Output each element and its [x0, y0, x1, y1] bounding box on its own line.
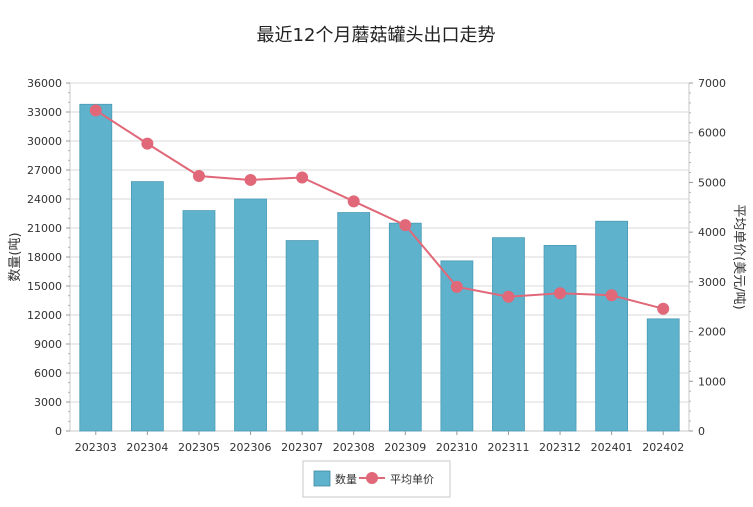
- x-tick-label: 202310: [436, 441, 478, 454]
- right-tick-label: 1000: [698, 375, 726, 388]
- x-tick-label: 202304: [126, 441, 168, 454]
- left-tick-label: 30000: [27, 135, 62, 148]
- x-tick-label: 202308: [333, 441, 375, 454]
- x-tick-label: 202309: [384, 441, 426, 454]
- bar-202306: [234, 198, 267, 432]
- price-point-202308: [347, 195, 360, 208]
- price-point-202304: [141, 137, 154, 150]
- chart-title: 最近12个月蘑菇罐头出口走势: [257, 25, 496, 46]
- bar-202308: [337, 212, 371, 432]
- legend-label-quantity: 数量: [335, 473, 357, 486]
- left-tick-label: 21000: [27, 222, 62, 235]
- line-series: [89, 104, 670, 315]
- right-tick-label: 6000: [698, 127, 726, 140]
- left-tick-label: 3000: [34, 396, 62, 409]
- right-axis-ticks: 0 1000 2000 3000 4000 5000 6000 7000: [689, 77, 726, 438]
- bar-series: [79, 103, 680, 432]
- x-tick-label: 202311: [487, 441, 529, 454]
- right-tick-label: 7000: [698, 77, 726, 90]
- price-point-202402: [657, 302, 670, 315]
- x-tick-label: 202401: [591, 441, 633, 454]
- x-tick-label: 202303: [75, 441, 117, 454]
- price-line: [95, 109, 664, 310]
- price-point-202307: [296, 171, 309, 184]
- left-tick-label: 6000: [34, 367, 62, 380]
- legend-label-price: 平均单价: [390, 473, 434, 486]
- left-tick-label: 33000: [27, 106, 62, 119]
- price-point-202305: [192, 169, 205, 182]
- legend-swatch-bar: [313, 470, 331, 487]
- left-tick-label: 36000: [27, 77, 62, 90]
- price-point-202306: [244, 173, 257, 186]
- x-tick-label: 202312: [539, 441, 581, 454]
- left-tick-label: 18000: [27, 251, 62, 264]
- left-tick-label: 0: [55, 425, 62, 438]
- right-tick-label: 5000: [698, 176, 726, 189]
- bar-202402: [646, 318, 680, 432]
- x-tick-label: 202305: [178, 441, 220, 454]
- bar-202307: [285, 240, 319, 432]
- x-tick-label: 202402: [642, 441, 684, 454]
- bar-202309: [388, 222, 422, 432]
- right-axis-title: 平均单价(美元/吨): [731, 204, 746, 310]
- left-tick-label: 15000: [27, 280, 62, 293]
- right-tick-label: 3000: [698, 276, 726, 289]
- bar-202312: [543, 244, 577, 432]
- left-tick-label: 12000: [27, 309, 62, 322]
- x-tick-label: 202307: [281, 441, 323, 454]
- price-point-202312: [554, 287, 567, 300]
- price-point-202309: [399, 219, 412, 232]
- x-tick-label: 202306: [230, 441, 272, 454]
- left-tick-label: 24000: [27, 193, 62, 206]
- bar-202311: [492, 237, 525, 432]
- price-point-202310: [450, 280, 463, 293]
- price-point-202401: [605, 289, 618, 302]
- right-tick-label: 2000: [698, 326, 726, 339]
- price-point-202303: [89, 104, 102, 117]
- bar-202305: [182, 210, 216, 432]
- gridlines: [70, 82, 689, 403]
- price-point-202311: [502, 290, 515, 303]
- left-tick-label: 9000: [34, 338, 62, 351]
- right-tick-label: 4000: [698, 226, 726, 239]
- legend-swatch-marker: [366, 472, 378, 484]
- left-tick-label: 27000: [27, 164, 62, 177]
- bar-202401: [595, 220, 629, 432]
- right-tick-label: 0: [698, 425, 705, 438]
- left-axis-ticks: 0 3000 6000 9000 12000 15000 18000 21000 24000 27…: [27, 77, 70, 438]
- bar-202303: [79, 103, 113, 432]
- legend: 数量 平均单价: [302, 460, 451, 498]
- x-axis-ticks: 202303 202304 202305 202306 202307 202308 2023…: [75, 431, 684, 454]
- left-axis-title: 数量(吨): [8, 232, 23, 281]
- bar-202304: [130, 181, 164, 432]
